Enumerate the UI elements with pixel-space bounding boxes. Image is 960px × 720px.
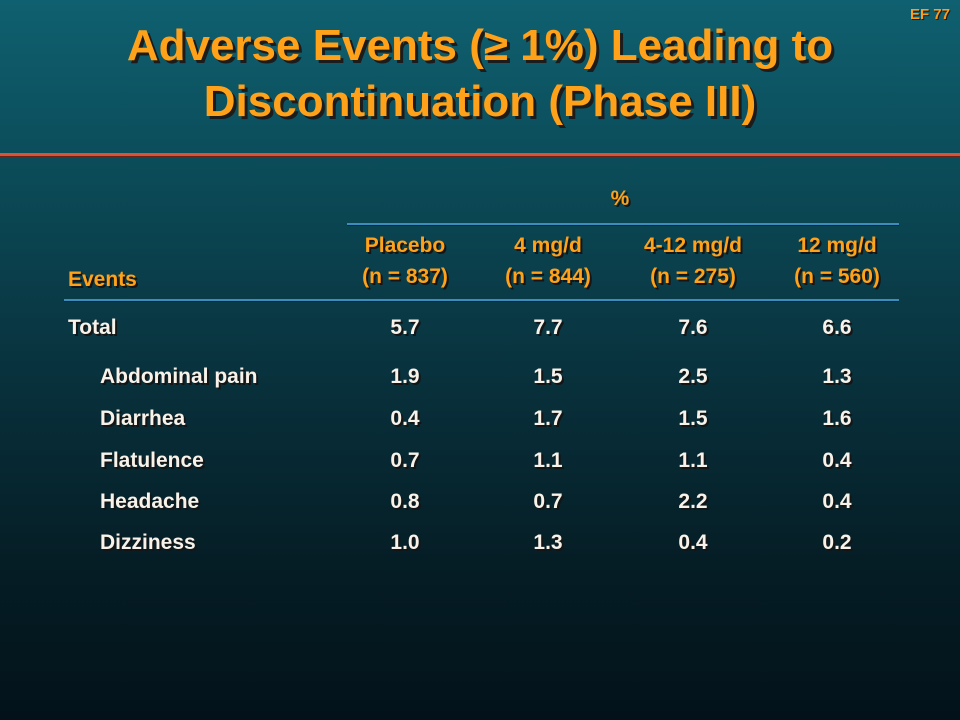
column-header-name: 4-12 mg/d [643,234,743,257]
cell-value: 0.7 [533,490,563,513]
percent-header-rule [347,223,899,225]
cell-value: 0.7 [390,449,420,472]
cell-value: 1.1 [678,449,708,472]
total-value: 7.7 [533,316,563,339]
cell-value: 0.4 [822,449,852,472]
cell-value: 1.1 [533,449,563,472]
percent-label: % [610,187,630,210]
row-label: Flatulence [100,449,204,472]
column-header-name: 12 mg/d [797,234,877,257]
column-header-n: (n = 844) [505,265,591,288]
header-bottom-rule [64,299,899,301]
cell-value: 0.8 [390,490,420,513]
slide-title: Adverse Events (≥ 1%) Leading to Discont… [0,18,960,130]
row-label-total: Total [68,316,117,339]
cell-value: 2.2 [678,490,708,513]
cell-value: 1.7 [533,407,563,430]
cell-value: 1.5 [533,365,563,388]
column-header-n: (n = 275) [650,265,736,288]
cell-value: 0.4 [678,531,708,554]
title-divider [0,153,960,156]
cell-value: 1.9 [390,365,420,388]
total-value: 7.6 [678,316,708,339]
row-label: Abdominal pain [100,365,258,388]
cell-value: 1.5 [678,407,708,430]
row-label: Diarrhea [100,407,186,430]
column-header-name: 4 mg/d [514,234,582,257]
row-label: Headache [100,490,200,513]
cell-value: 1.3 [822,365,852,388]
row-label: Dizziness [100,531,196,554]
cell-value: 1.0 [390,531,420,554]
cell-value: 0.4 [822,490,852,513]
total-value: 6.6 [822,316,852,339]
events-header: Events [68,268,137,291]
slide-id: EF 77 [909,6,950,23]
cell-value: 0.4 [390,407,420,430]
total-value: 5.7 [390,316,420,339]
cell-value: 2.5 [678,365,708,388]
cell-value: 1.6 [822,407,852,430]
column-header-n: (n = 837) [362,265,448,288]
column-header-name: Placebo [364,234,446,257]
title-line-2: Discontinuation (Phase III) [203,77,757,126]
cell-value: 1.3 [533,531,563,554]
title-line-1: Adverse Events (≥ 1%) Leading to [126,21,834,70]
column-header-n: (n = 560) [794,265,880,288]
cell-value: 0.2 [822,531,852,554]
